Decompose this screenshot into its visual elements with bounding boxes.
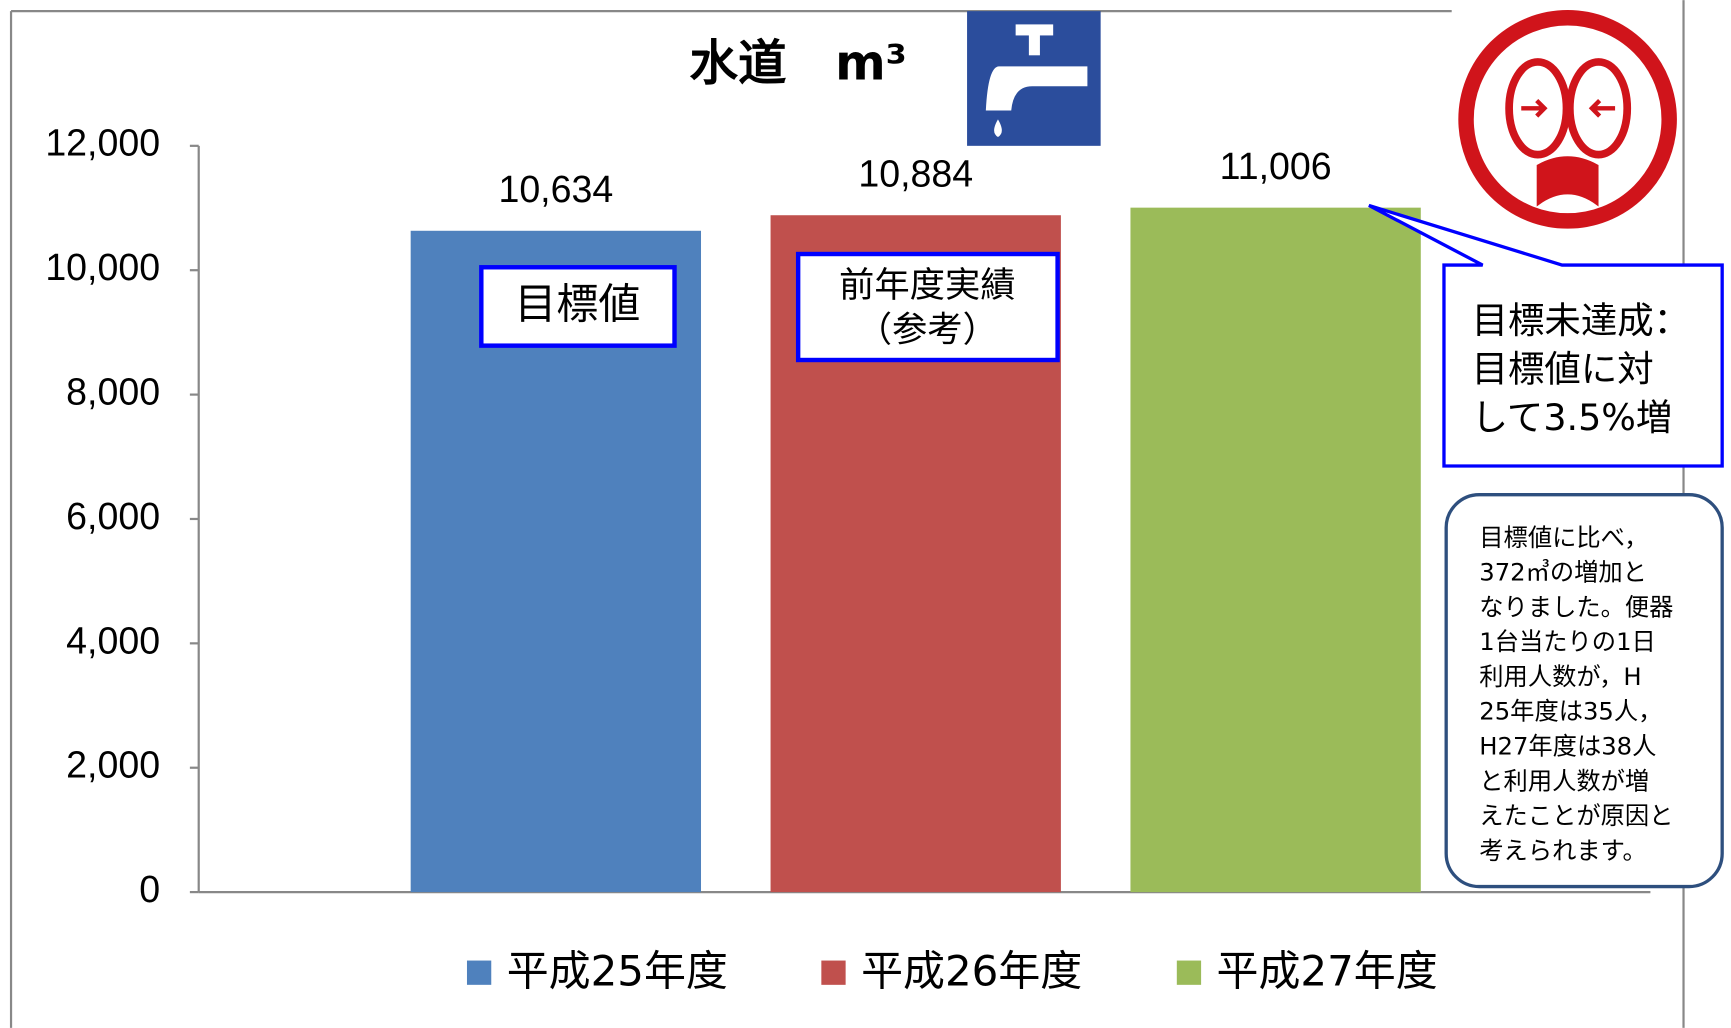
y-tick-label: 10,000: [45, 246, 160, 288]
y-tick-label: 8,000: [66, 370, 160, 412]
bar: [1130, 207, 1421, 893]
annotation-text: なりました。便器: [1479, 592, 1673, 621]
y-tick-label: 0: [139, 868, 160, 910]
annotation-text: と利用人数が増: [1479, 766, 1649, 795]
legend-label: 平成25年度: [507, 946, 728, 995]
y-tick-label: 6,000: [66, 495, 160, 537]
annotation-text: （参考）: [857, 309, 998, 350]
annotation-text: 1台当たりの1日: [1479, 627, 1655, 656]
annotation-text: 目標未達成：: [1472, 299, 1691, 342]
legend-swatch: [821, 960, 846, 985]
face-icon: [1458, 10, 1677, 229]
legend-swatch: [1176, 960, 1202, 985]
annotation-text: 目標値: [514, 280, 640, 329]
y-tick-label: 12,000: [45, 122, 160, 164]
annotation-text: 利用人数が，H: [1479, 662, 1641, 691]
data-label: 10,884: [858, 153, 973, 195]
annotation-text: 25年度は35人，: [1479, 697, 1662, 726]
annotation-text: 前年度実績: [839, 265, 1016, 306]
legend-label: 平成26年度: [861, 946, 1082, 995]
annotation-text: 考えられます。: [1479, 836, 1646, 865]
faucet-icon: [967, 11, 1101, 146]
y-tick-label: 2,000: [66, 744, 160, 786]
annotation-box: [1444, 493, 1724, 889]
legend-label: 平成27年度: [1217, 946, 1438, 995]
callout-box: [1368, 203, 1724, 468]
y-tick-label: 4,000: [66, 619, 160, 661]
annotation-text: 目標値に比べ，: [1479, 523, 1648, 552]
annotation-text: して3.5%増: [1472, 396, 1673, 439]
annotation-text: 目標値に対: [1472, 348, 1654, 391]
annotation-text: えたことが原因と: [1479, 801, 1673, 830]
annotation-box: [479, 265, 677, 348]
annotation-text: 372㎥の増加と: [1479, 558, 1647, 587]
data-label: 10,634: [498, 168, 613, 210]
chart-title: 水道 m³: [689, 35, 907, 91]
annotation-text: H27年度は38人: [1479, 731, 1656, 760]
data-label: 11,006: [1220, 145, 1332, 187]
legend-swatch: [466, 960, 492, 985]
annotation-box: [795, 251, 1060, 363]
